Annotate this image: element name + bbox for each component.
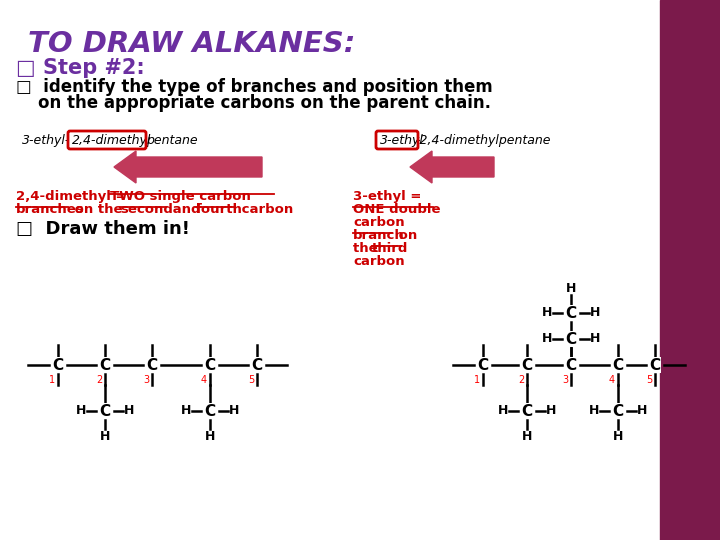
Text: C: C [613,403,624,418]
Text: H: H [546,404,556,417]
Text: and: and [168,203,205,216]
Text: 5: 5 [248,375,254,385]
Text: H: H [613,429,624,442]
Text: 2,4-dimethyl =: 2,4-dimethyl = [16,190,131,203]
Text: C: C [99,357,111,373]
Text: 2: 2 [518,375,524,385]
Text: H: H [522,429,532,442]
Text: H: H [204,429,215,442]
Text: fourth: fourth [196,203,243,216]
Text: C: C [565,357,577,373]
Text: □ Step #2:: □ Step #2: [16,58,145,78]
Text: branches: branches [16,203,85,216]
Text: pentane: pentane [146,134,197,147]
Text: H: H [636,404,647,417]
Text: 4: 4 [609,375,615,385]
Text: C: C [477,357,489,373]
FancyArrow shape [114,151,262,183]
Text: C: C [565,306,577,321]
FancyArrow shape [410,151,494,183]
Text: □  Draw them in!: □ Draw them in! [16,220,190,238]
Text: H: H [181,404,192,417]
Text: 2,4-dimethyl: 2,4-dimethyl [72,134,151,147]
Text: H: H [229,404,239,417]
Text: C: C [565,332,577,347]
Text: 3: 3 [143,375,149,385]
Text: 4: 4 [201,375,207,385]
Text: carbon: carbon [353,216,405,229]
Text: 5: 5 [646,375,652,385]
Text: C: C [146,357,158,373]
Text: H: H [498,404,508,417]
Text: H: H [124,404,134,417]
Text: TWO single carbon: TWO single carbon [110,190,251,203]
Text: on: on [394,229,418,242]
Text: H: H [590,307,600,320]
Text: 1: 1 [49,375,55,385]
Text: 1: 1 [474,375,480,385]
Text: C: C [521,357,533,373]
Text: ONE double: ONE double [353,203,441,216]
Text: on the appropriate carbons on the parent chain.: on the appropriate carbons on the parent… [38,94,491,112]
Text: -2,4-dimethylpentane: -2,4-dimethylpentane [415,134,551,147]
Text: C: C [613,357,624,373]
Text: 3-ethyl =: 3-ethyl = [353,190,421,203]
Text: H: H [100,429,110,442]
Text: H: H [590,333,600,346]
Text: H: H [566,281,576,294]
Text: C: C [99,403,111,418]
Text: C: C [204,357,215,373]
Text: 3: 3 [562,375,568,385]
Bar [660,0,720,540]
Text: C: C [521,403,533,418]
Text: C: C [53,357,63,373]
Text: H: H [76,404,86,417]
Text: C: C [251,357,263,373]
Text: on the: on the [70,203,127,216]
Text: the: the [353,242,382,255]
Text: 2: 2 [96,375,102,385]
Text: H: H [589,404,599,417]
Text: 3-ethyl-: 3-ethyl- [22,134,71,147]
Text: TO DRAW ALKANES:: TO DRAW ALKANES: [28,30,356,58]
Text: H: H [542,307,552,320]
Text: branch: branch [353,229,405,242]
Text: third: third [372,242,408,255]
Text: 3-ethyl: 3-ethyl [380,134,424,147]
Text: carbon: carbon [353,255,405,268]
Text: H: H [542,333,552,346]
Text: carbon: carbon [237,203,293,216]
Text: second: second [120,203,173,216]
Text: C: C [649,357,660,373]
Text: C: C [204,403,215,418]
Text: □  identify the type of branches and position them: □ identify the type of branches and posi… [16,78,492,96]
